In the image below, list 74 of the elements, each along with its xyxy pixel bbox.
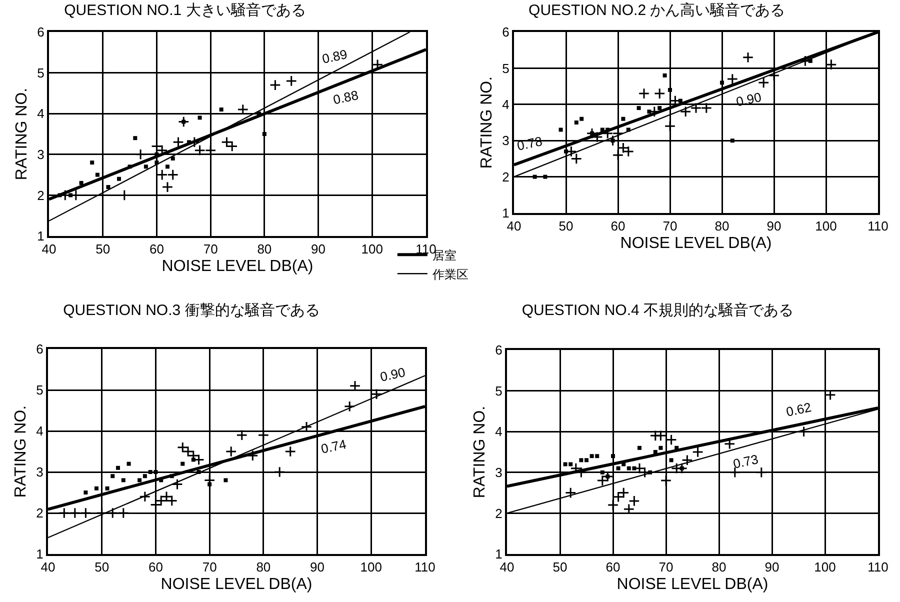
x-tick-label: 40 (506, 218, 522, 234)
x-tick-label: 50 (552, 560, 568, 575)
y-tick-label: 5 (502, 60, 510, 76)
x-tick-label: 90 (766, 218, 782, 234)
chart-title: QUESTION NO.2 かん高い騒音である (528, 2, 786, 19)
y-tick-label: 5 (37, 65, 44, 80)
y-tick-label: 6 (36, 342, 44, 357)
y-tick-label: 5 (495, 383, 502, 398)
x-tick-label: 70 (662, 218, 678, 234)
y-tick-label: 1 (37, 228, 44, 244)
annotation: 0.73 (732, 452, 760, 472)
y-tick-label: 4 (37, 106, 44, 122)
x-tick-label: 100 (814, 560, 836, 575)
x-tick-label: 70 (202, 560, 217, 575)
x-tick-label: 100 (360, 560, 382, 575)
x-tick-label: 90 (311, 242, 326, 257)
x-tick-label: 110 (414, 560, 436, 575)
chart-title: QUESTION NO.1 大きい騒音である (64, 2, 306, 19)
y-tick-label: 2 (36, 506, 44, 521)
y-tick-label: 1 (36, 546, 44, 562)
x-tick-label: 50 (94, 560, 110, 575)
x-tick-label: 100 (361, 242, 383, 257)
legend-label: 作業区 (431, 267, 468, 282)
y-axis-title: RATING NO. (478, 76, 496, 169)
x-axis-title: NOISE LEVEL DB(A) (160, 576, 312, 593)
y-tick-label: 1 (495, 546, 502, 562)
y-tick-label: 2 (37, 188, 44, 203)
annotation: 0.62 (784, 399, 813, 420)
y-tick-label: 6 (37, 24, 44, 40)
x-tick-label: 60 (606, 560, 620, 575)
y-tick-label: 1 (502, 206, 510, 221)
x-tick-label: 40 (42, 242, 56, 257)
x-tick-label: 60 (148, 560, 163, 575)
y-tick-label: 3 (495, 464, 502, 480)
y-tick-label: 4 (495, 424, 502, 440)
y-axis-title: RATING NO. (472, 406, 489, 498)
y-tick-label: 6 (502, 24, 510, 40)
y-tick-label: 6 (495, 342, 502, 358)
y-tick-label: 3 (502, 133, 510, 148)
y-tick-label: 2 (495, 506, 502, 521)
x-tick-label: 90 (310, 560, 325, 575)
x-tick-label: 40 (500, 560, 514, 575)
y-axis-title: RATING NO. (14, 88, 31, 180)
y-axis-title: RATING NO. (12, 405, 30, 498)
annotation: 0.74 (320, 436, 348, 456)
x-tick-label: 100 (815, 218, 837, 234)
annotation: 0.90 (378, 364, 407, 384)
x-tick-label: 80 (714, 218, 730, 234)
x-tick-label: 70 (658, 560, 674, 575)
y-tick-label: 5 (36, 382, 44, 398)
x-tick-label: 70 (203, 242, 218, 257)
x-axis-title: NOISE LEVEL DB(A) (616, 576, 768, 593)
x-tick-label: 60 (610, 218, 626, 234)
y-tick-label: 4 (36, 424, 44, 439)
y-tick-label: 4 (502, 96, 510, 112)
x-tick-label: 60 (149, 242, 164, 257)
y-tick-label: 3 (37, 146, 44, 162)
x-tick-label: 80 (257, 242, 272, 257)
x-tick-label: 50 (96, 242, 110, 257)
x-tick-label: 90 (764, 560, 780, 575)
y-tick-label: 3 (36, 464, 44, 480)
annotation: 0.88 (332, 87, 360, 108)
x-axis-title: NOISE LEVEL DB(A) (162, 258, 314, 275)
x-axis-title: NOISE LEVEL DB(A) (620, 234, 772, 252)
x-tick-label: 110 (868, 218, 888, 234)
chart-title: QUESTION NO.3 衝撃的な騒音である (63, 302, 320, 320)
annotation: 0.89 (320, 46, 349, 66)
x-tick-label: 50 (558, 218, 574, 234)
chart-title: QUESTION NO.4 不規則的な騒音である (522, 302, 794, 320)
x-tick-label: 40 (40, 560, 56, 575)
x-tick-label: 80 (712, 560, 726, 575)
x-tick-label: 80 (256, 560, 271, 575)
x-tick-label: 110 (868, 560, 888, 575)
y-tick-label: 2 (502, 169, 510, 184)
